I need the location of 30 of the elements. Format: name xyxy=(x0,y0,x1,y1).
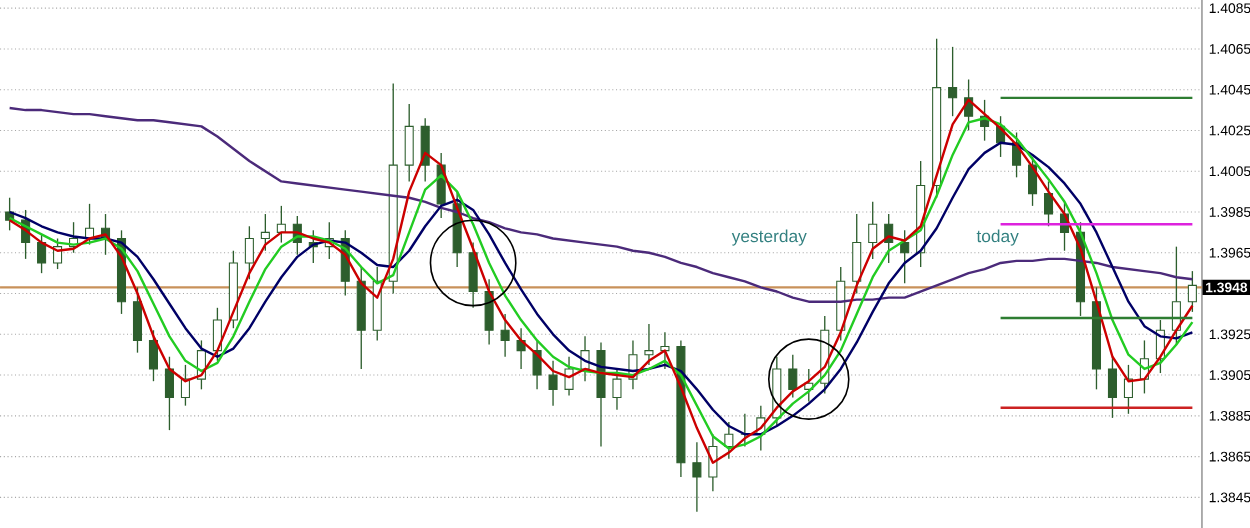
candlestick xyxy=(1107,356,1117,419)
candlestick xyxy=(708,433,718,492)
candlestick xyxy=(212,307,222,362)
candlestick xyxy=(1187,270,1197,313)
annotation: yesterday xyxy=(731,229,807,246)
candlestick xyxy=(596,341,606,448)
candlestick xyxy=(148,329,159,382)
candlestick xyxy=(692,441,702,513)
candlestick xyxy=(724,421,734,460)
candlestick xyxy=(132,286,143,354)
candlestick xyxy=(468,241,478,309)
candlestick xyxy=(164,356,174,431)
candlestick xyxy=(564,356,574,397)
candlestick xyxy=(260,213,270,252)
candlestick xyxy=(900,229,910,285)
candlestick xyxy=(660,331,670,370)
candlestick xyxy=(37,233,47,274)
candlestick xyxy=(948,46,958,117)
candlestick xyxy=(516,327,526,370)
candlestick xyxy=(852,213,862,295)
annotation: today xyxy=(976,229,1019,246)
candlestick xyxy=(1043,180,1054,227)
candlestick xyxy=(788,354,798,399)
candlestick xyxy=(244,225,254,280)
candlestick xyxy=(644,323,654,366)
candlestick xyxy=(868,201,878,260)
candlestick xyxy=(404,103,414,183)
candlestick xyxy=(548,360,558,407)
candlestick xyxy=(612,368,622,411)
candlestick xyxy=(500,313,510,358)
